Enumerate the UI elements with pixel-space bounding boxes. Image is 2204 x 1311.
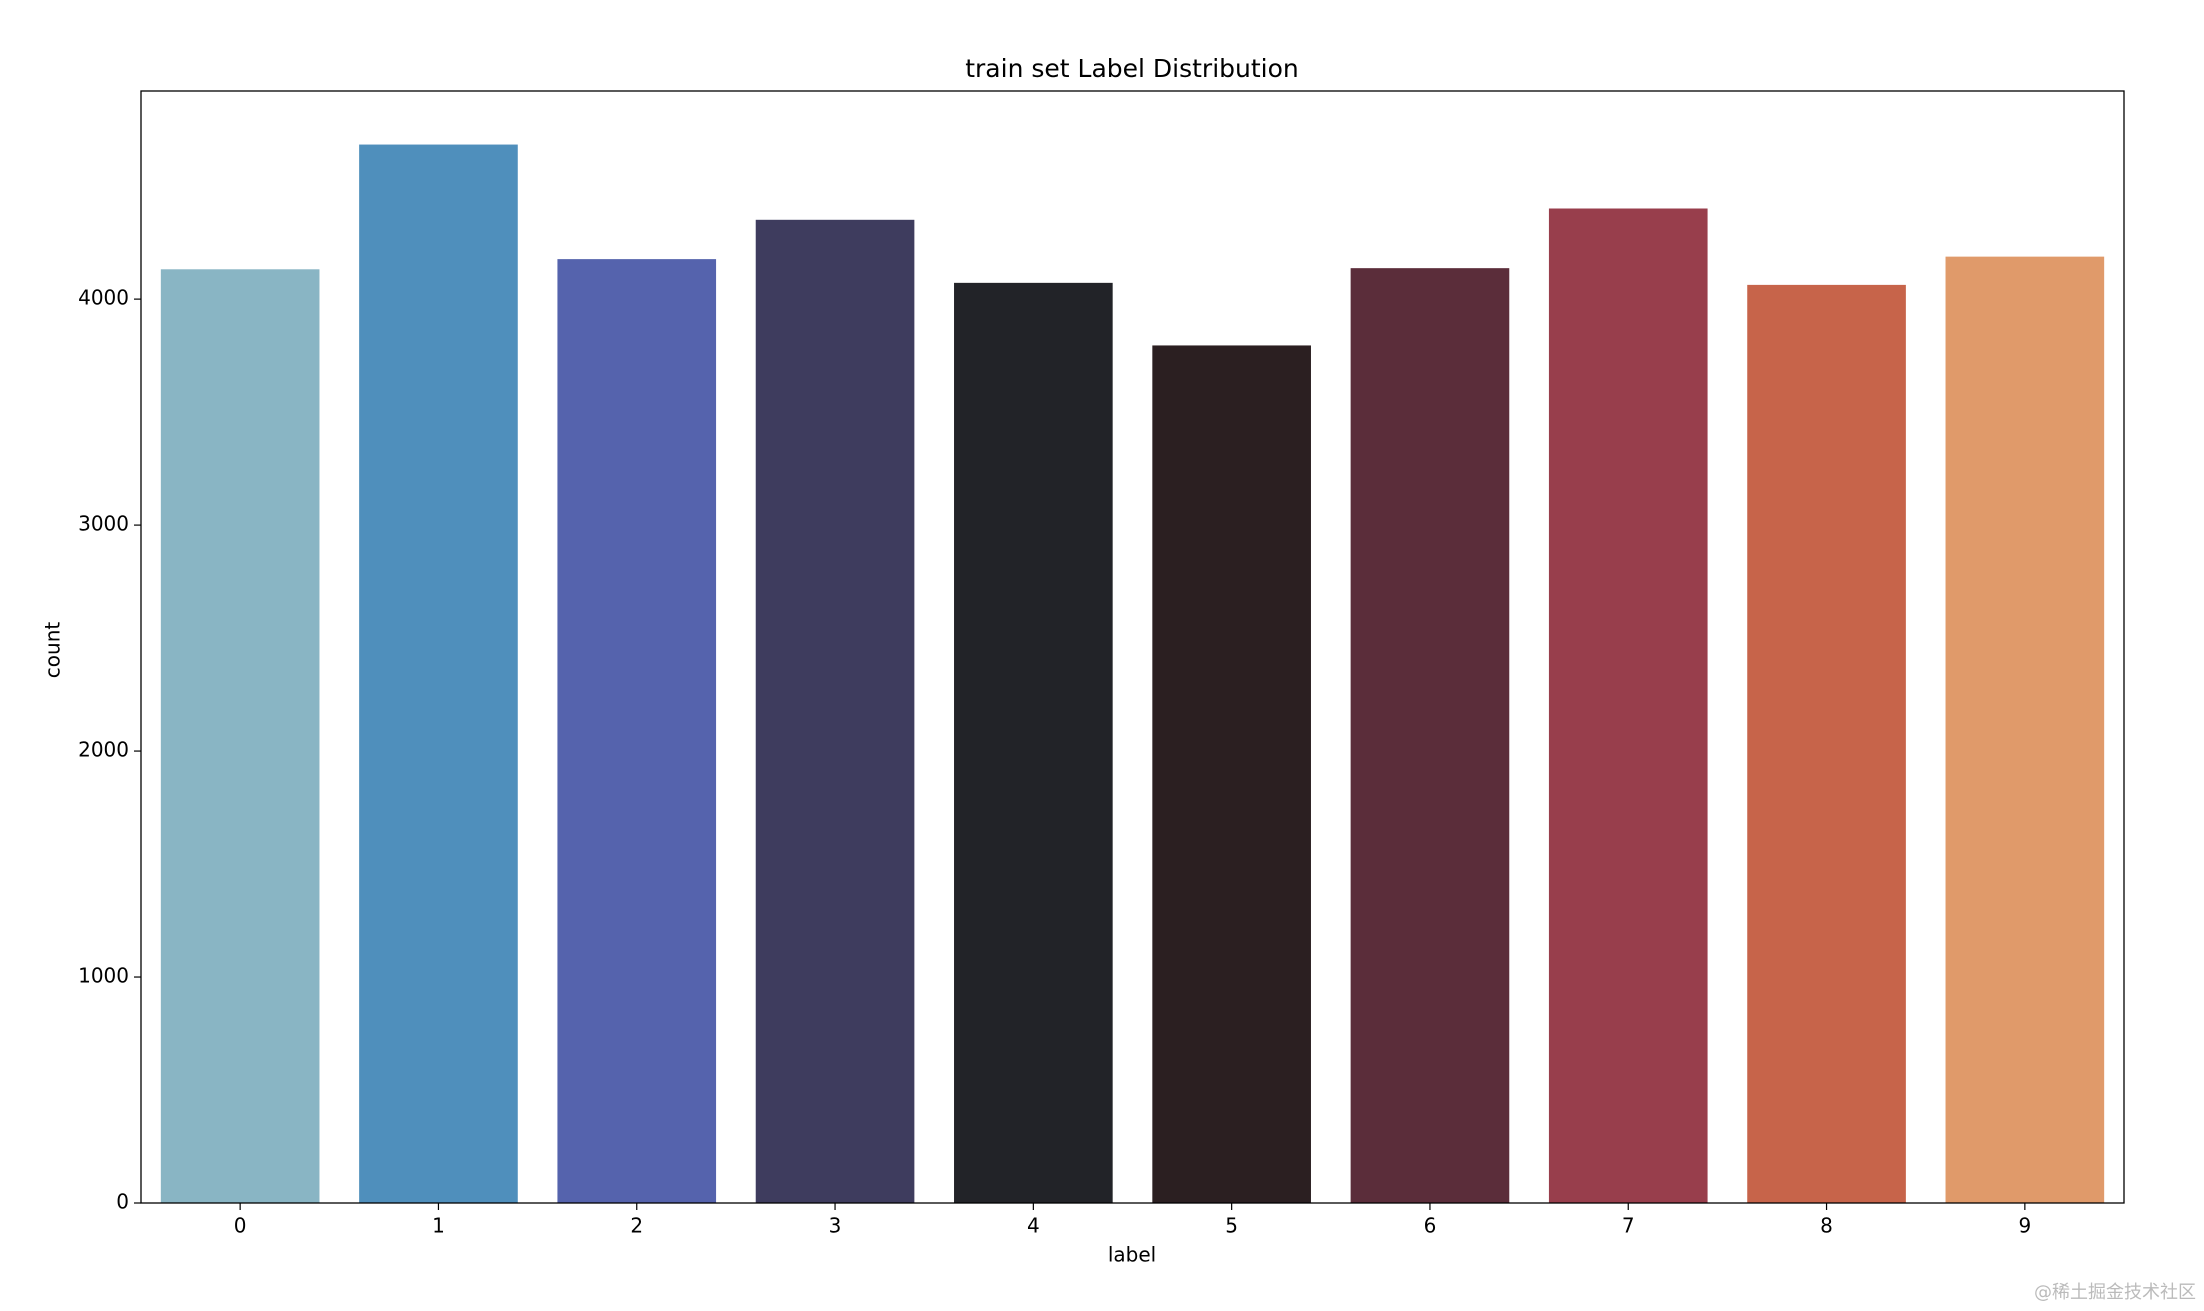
x-tick-label: 5 bbox=[1225, 1214, 1238, 1238]
y-tick-label: 0 bbox=[116, 1190, 129, 1214]
bar bbox=[1548, 208, 1708, 1203]
chart-title: train set Label Distribution bbox=[965, 54, 1299, 83]
x-axis-label: label bbox=[1108, 1243, 1156, 1267]
x-tick-label: 2 bbox=[630, 1214, 643, 1238]
bar bbox=[1747, 284, 1906, 1203]
y-axis-label: count bbox=[41, 622, 65, 679]
x-tick-label: 7 bbox=[1622, 1214, 1635, 1238]
y-tick-label: 2000 bbox=[78, 738, 129, 762]
x-tick-label: 6 bbox=[1424, 1214, 1437, 1238]
bar bbox=[954, 282, 1113, 1203]
x-tick-label: 9 bbox=[2018, 1214, 2031, 1238]
x-tick-label: 0 bbox=[234, 1214, 247, 1238]
bar bbox=[755, 219, 915, 1203]
x-tick-label: 1 bbox=[432, 1214, 445, 1238]
bar bbox=[557, 259, 717, 1203]
y-tick-label: 3000 bbox=[78, 512, 129, 536]
x-tick-label: 4 bbox=[1027, 1214, 1040, 1238]
bar bbox=[160, 269, 320, 1203]
bar bbox=[1350, 268, 1510, 1203]
x-tick-label: 3 bbox=[829, 1214, 842, 1238]
plot-frame bbox=[140, 90, 2125, 1204]
x-tick-label: 8 bbox=[1820, 1214, 1833, 1238]
watermark: @稀土掘金技术社区 bbox=[2034, 1282, 2196, 1303]
bar bbox=[1152, 345, 1311, 1203]
bar bbox=[1945, 256, 2105, 1204]
bar bbox=[359, 144, 518, 1204]
y-tick-label: 4000 bbox=[78, 286, 129, 310]
y-tick-label: 1000 bbox=[78, 964, 129, 988]
